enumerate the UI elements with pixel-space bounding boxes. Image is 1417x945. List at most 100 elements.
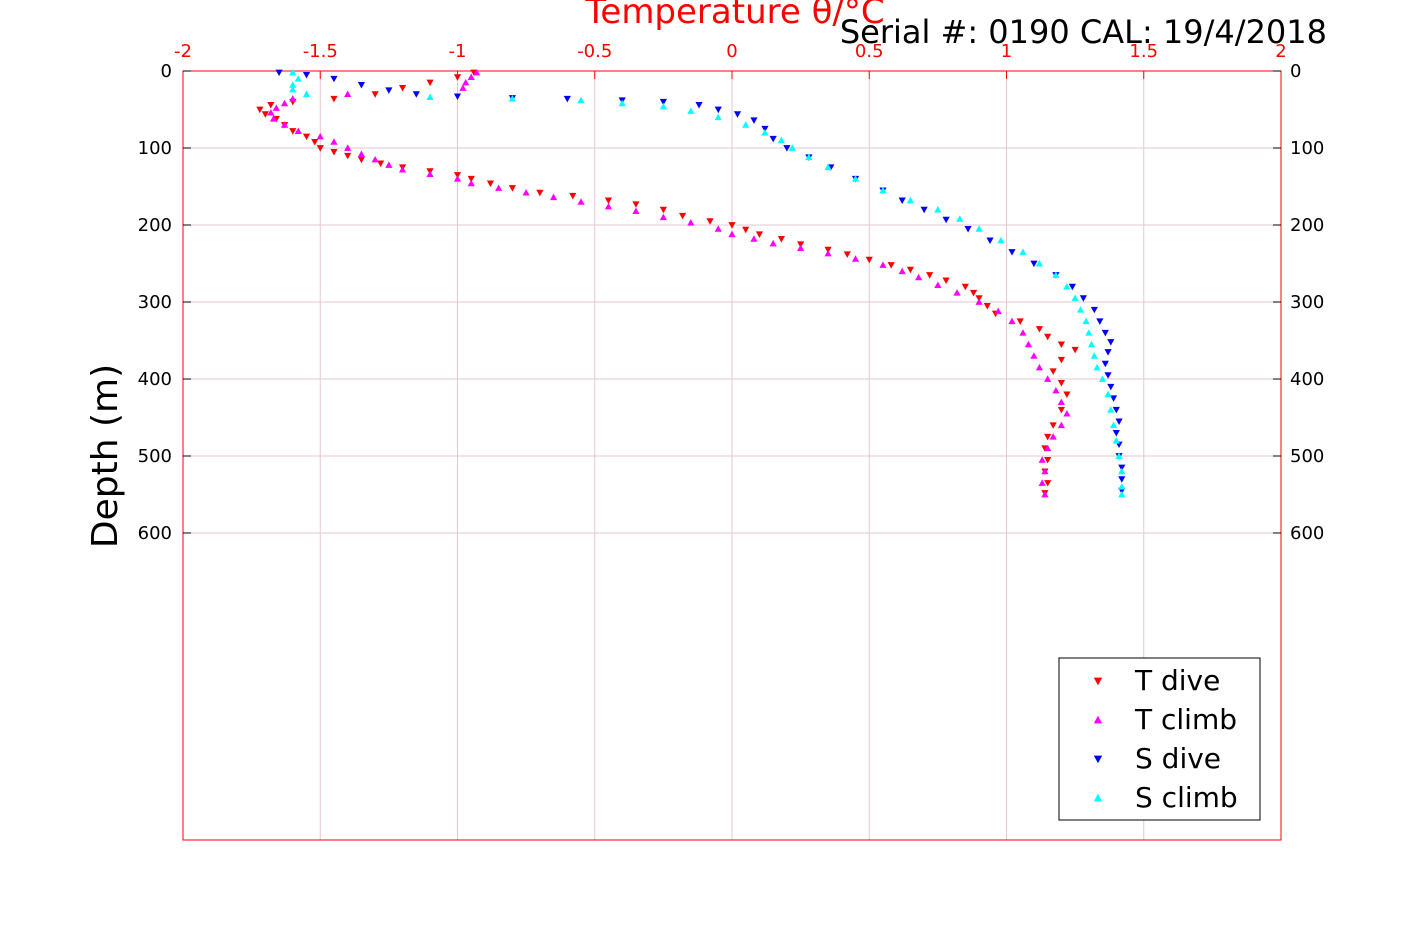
data-point xyxy=(687,219,695,226)
y-tick-label-left: 600 xyxy=(138,523,172,544)
data-point xyxy=(906,266,915,274)
data-point xyxy=(777,136,786,144)
data-point xyxy=(377,160,385,167)
data-point xyxy=(272,104,280,111)
data-point xyxy=(426,170,434,178)
data-point xyxy=(330,95,338,103)
data-point xyxy=(659,102,667,110)
data-point xyxy=(769,135,777,143)
data-point xyxy=(1049,368,1057,375)
data-point xyxy=(632,207,640,215)
data-point xyxy=(256,106,264,114)
data-point xyxy=(1104,349,1112,356)
y-tick-label-left: 200 xyxy=(138,215,172,236)
data-point xyxy=(280,99,289,107)
data-point xyxy=(453,93,462,101)
data-point xyxy=(695,102,703,109)
data-point xyxy=(453,74,462,81)
data-point xyxy=(294,75,302,82)
data-point xyxy=(294,127,302,134)
data-point xyxy=(750,235,758,242)
data-point xyxy=(385,87,393,94)
data-point xyxy=(956,215,964,222)
data-point xyxy=(604,202,613,210)
data-point xyxy=(953,289,961,296)
data-point xyxy=(486,180,495,188)
y-tick-label-right: 200 xyxy=(1290,215,1324,236)
data-point xyxy=(769,239,777,247)
data-point xyxy=(920,206,928,214)
data-point xyxy=(1057,406,1065,414)
data-point xyxy=(632,201,640,208)
data-point xyxy=(1044,333,1052,341)
data-point xyxy=(289,95,297,102)
data-point xyxy=(1118,490,1126,498)
data-point xyxy=(289,85,297,93)
x-tick-label: -2 xyxy=(174,41,192,62)
data-point xyxy=(714,113,722,121)
data-point xyxy=(915,273,923,281)
legend-label: S dive xyxy=(1135,742,1221,775)
chart-title: Temperature θ/°C xyxy=(584,0,884,32)
data-point xyxy=(843,251,851,258)
data-point xyxy=(824,163,832,171)
data-point xyxy=(1093,363,1101,371)
data-point xyxy=(1098,375,1107,382)
data-point xyxy=(1077,306,1085,313)
data-point xyxy=(269,115,278,122)
legend-box xyxy=(1058,657,1261,821)
data-point xyxy=(678,212,687,220)
data-point xyxy=(302,90,311,97)
legend-marker xyxy=(1093,793,1103,802)
data-point xyxy=(1118,467,1126,475)
data-point xyxy=(371,155,379,163)
data-point xyxy=(604,197,613,204)
data-point xyxy=(728,230,736,238)
data-point xyxy=(1038,479,1046,486)
data-point xyxy=(1071,346,1079,354)
data-point xyxy=(1030,352,1038,359)
data-point xyxy=(330,75,338,83)
x-tick-label: -1 xyxy=(449,41,467,62)
data-point xyxy=(1112,437,1120,444)
data-point xyxy=(1016,318,1024,325)
data-point xyxy=(942,277,950,285)
x-tick-label: 2 xyxy=(1275,41,1286,62)
data-point xyxy=(289,128,297,135)
y-tick-label-left: 0 xyxy=(161,61,172,82)
legend-marker xyxy=(1093,755,1103,764)
data-point xyxy=(1104,372,1112,379)
data-point xyxy=(1044,444,1052,452)
data-point xyxy=(426,93,434,101)
data-point xyxy=(1118,483,1126,490)
data-point xyxy=(289,81,297,88)
data-point xyxy=(467,179,475,187)
data-point xyxy=(1112,430,1120,437)
data-point xyxy=(508,95,516,102)
legend-label: S climb xyxy=(1135,781,1238,814)
data-point xyxy=(357,156,366,164)
data-point xyxy=(577,198,585,205)
data-point xyxy=(1090,306,1098,314)
data-point xyxy=(797,244,805,251)
data-point xyxy=(1019,329,1027,336)
y-tick-label-right: 300 xyxy=(1290,292,1324,313)
data-point xyxy=(1085,329,1093,336)
data-point xyxy=(357,81,366,89)
grid xyxy=(182,70,1282,840)
data-point xyxy=(1104,390,1112,398)
data-point xyxy=(385,161,393,168)
y-tick-label-left: 100 xyxy=(138,138,172,159)
y-tick-label-left: 300 xyxy=(138,292,172,313)
legend-marker xyxy=(1093,715,1103,724)
data-point xyxy=(344,152,352,160)
data-point xyxy=(1030,260,1038,268)
series-s-dive xyxy=(275,69,1126,495)
data-point xyxy=(1068,283,1076,291)
x-tick-label: 1 xyxy=(1001,41,1012,62)
data-point xyxy=(1063,283,1071,290)
data-point xyxy=(879,186,887,194)
data-point xyxy=(399,165,407,173)
data-point xyxy=(742,226,750,234)
